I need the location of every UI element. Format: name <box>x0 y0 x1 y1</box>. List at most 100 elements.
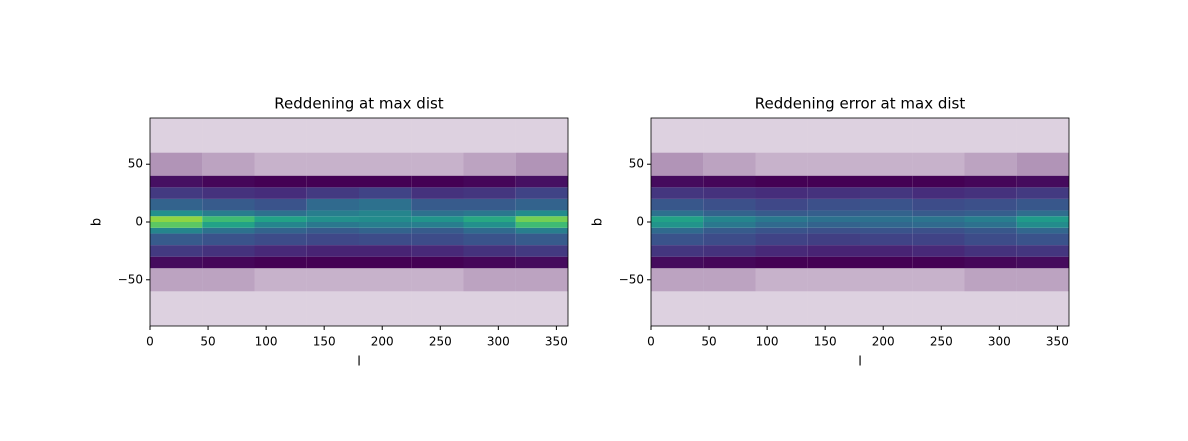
heat-cell <box>912 222 965 228</box>
heat-cell <box>860 227 913 234</box>
heat-cell <box>254 268 307 292</box>
heat-cell <box>651 118 704 153</box>
heat-cell <box>651 198 704 211</box>
heat-cell <box>306 227 359 234</box>
heat-cell <box>651 222 704 228</box>
heat-cell <box>515 175 568 188</box>
heat-cell <box>703 210 756 217</box>
heat-cell <box>202 198 255 211</box>
heat-cell <box>964 227 1017 234</box>
heat-cell <box>359 216 412 222</box>
heat-cell <box>860 233 913 246</box>
heat-cell <box>150 210 203 217</box>
heat-cell <box>515 245 568 257</box>
heat-cell <box>964 216 1017 222</box>
heat-cell <box>703 152 756 176</box>
heat-cell <box>254 216 307 222</box>
heat-cell <box>306 291 359 326</box>
heat-cell <box>411 256 464 269</box>
heat-cell <box>1016 216 1069 222</box>
heat-cell <box>651 268 704 292</box>
heat-cell <box>912 256 965 269</box>
x-tick-label: 150 <box>814 335 837 349</box>
heat-cell <box>359 245 412 257</box>
heat-cell <box>254 222 307 228</box>
heat-cell <box>306 118 359 153</box>
heat-cell <box>651 227 704 234</box>
heat-cell <box>860 256 913 269</box>
heat-cell <box>651 152 704 176</box>
heat-cell <box>411 187 464 199</box>
heat-cell <box>515 222 568 228</box>
heat-cell <box>359 198 412 211</box>
heat-cell <box>651 291 704 326</box>
heat-cell <box>755 198 808 211</box>
x-tick-label: 300 <box>988 335 1011 349</box>
heat-cell <box>150 216 203 222</box>
heat-cell <box>651 175 704 188</box>
heat-cell <box>807 256 860 269</box>
heat-cell <box>202 118 255 153</box>
heat-cell <box>860 216 913 222</box>
heat-cell <box>964 175 1017 188</box>
heat-cell <box>515 268 568 292</box>
heat-cell <box>306 152 359 176</box>
heat-cell <box>515 210 568 217</box>
heat-cell <box>359 118 412 153</box>
heat-cell <box>463 291 516 326</box>
heat-cell <box>202 268 255 292</box>
heat-cell <box>1016 245 1069 257</box>
heat-cell <box>463 256 516 269</box>
heat-cell <box>1016 210 1069 217</box>
heat-cell <box>463 227 516 234</box>
heat-cell <box>202 152 255 176</box>
x-tick-label: 100 <box>756 335 779 349</box>
heat-cell <box>964 187 1017 199</box>
heat-cell <box>651 233 704 246</box>
heat-cell <box>807 210 860 217</box>
heat-cell <box>254 245 307 257</box>
heat-cell <box>359 233 412 246</box>
heat-cell <box>463 118 516 153</box>
heat-cell <box>1016 152 1069 176</box>
heat-cell <box>651 256 704 269</box>
y-axis-label: b <box>90 218 105 226</box>
heat-cell <box>411 222 464 228</box>
heat-cell <box>964 268 1017 292</box>
heat-cell <box>411 227 464 234</box>
heat-cell <box>912 233 965 246</box>
heat-cell <box>306 245 359 257</box>
heat-cell <box>807 227 860 234</box>
heat-cell <box>463 187 516 199</box>
heat-cell <box>912 118 965 153</box>
heat-cell <box>912 152 965 176</box>
heat-cell <box>306 222 359 228</box>
heat-cell <box>254 175 307 188</box>
chart-title: Reddening at max dist <box>274 95 444 113</box>
heat-cell <box>306 268 359 292</box>
y-tick-label: 50 <box>629 157 644 171</box>
heat-cell <box>703 268 756 292</box>
heat-cell <box>254 256 307 269</box>
heat-cell <box>651 245 704 257</box>
heat-cell <box>515 227 568 234</box>
heat-cell <box>306 256 359 269</box>
heat-cell <box>359 152 412 176</box>
x-tick-label: 300 <box>487 335 510 349</box>
heat-cell <box>254 198 307 211</box>
heat-cell <box>150 291 203 326</box>
heat-cell <box>1016 175 1069 188</box>
heat-cell <box>515 198 568 211</box>
heat-cell <box>651 216 704 222</box>
heat-cell <box>202 187 255 199</box>
heat-cell <box>254 210 307 217</box>
x-tick-label: 150 <box>313 335 336 349</box>
y-tick-label: 50 <box>128 157 143 171</box>
heat-cell <box>703 118 756 153</box>
heat-cell <box>755 227 808 234</box>
heat-cell <box>359 227 412 234</box>
heat-cell <box>150 118 203 153</box>
heat-cell <box>703 222 756 228</box>
heat-cell <box>359 256 412 269</box>
